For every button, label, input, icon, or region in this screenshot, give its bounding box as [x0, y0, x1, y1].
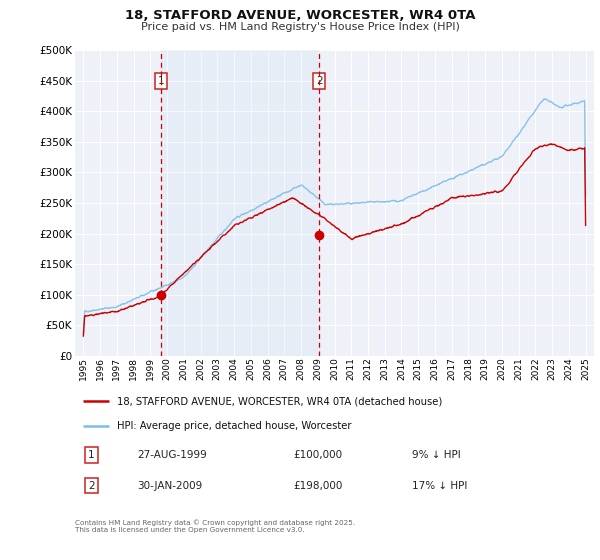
- Text: 2: 2: [88, 480, 95, 491]
- Text: HPI: Average price, detached house, Worcester: HPI: Average price, detached house, Worc…: [116, 421, 351, 431]
- Text: £198,000: £198,000: [293, 480, 343, 491]
- Text: Price paid vs. HM Land Registry's House Price Index (HPI): Price paid vs. HM Land Registry's House …: [140, 22, 460, 32]
- Text: 17% ↓ HPI: 17% ↓ HPI: [412, 480, 468, 491]
- Text: 2: 2: [316, 76, 322, 86]
- Bar: [161, 50, 319, 356]
- Text: 18, STAFFORD AVENUE, WORCESTER, WR4 0TA: 18, STAFFORD AVENUE, WORCESTER, WR4 0TA: [125, 9, 475, 22]
- Text: 30-JAN-2009: 30-JAN-2009: [137, 480, 203, 491]
- Text: £100,000: £100,000: [293, 450, 342, 460]
- Text: Contains HM Land Registry data © Crown copyright and database right 2025.
This d: Contains HM Land Registry data © Crown c…: [75, 520, 355, 533]
- Text: 27-AUG-1999: 27-AUG-1999: [137, 450, 207, 460]
- Text: 1: 1: [88, 450, 95, 460]
- Text: 9% ↓ HPI: 9% ↓ HPI: [412, 450, 461, 460]
- Text: 1: 1: [158, 76, 164, 86]
- Text: 18, STAFFORD AVENUE, WORCESTER, WR4 0TA (detached house): 18, STAFFORD AVENUE, WORCESTER, WR4 0TA …: [116, 396, 442, 407]
